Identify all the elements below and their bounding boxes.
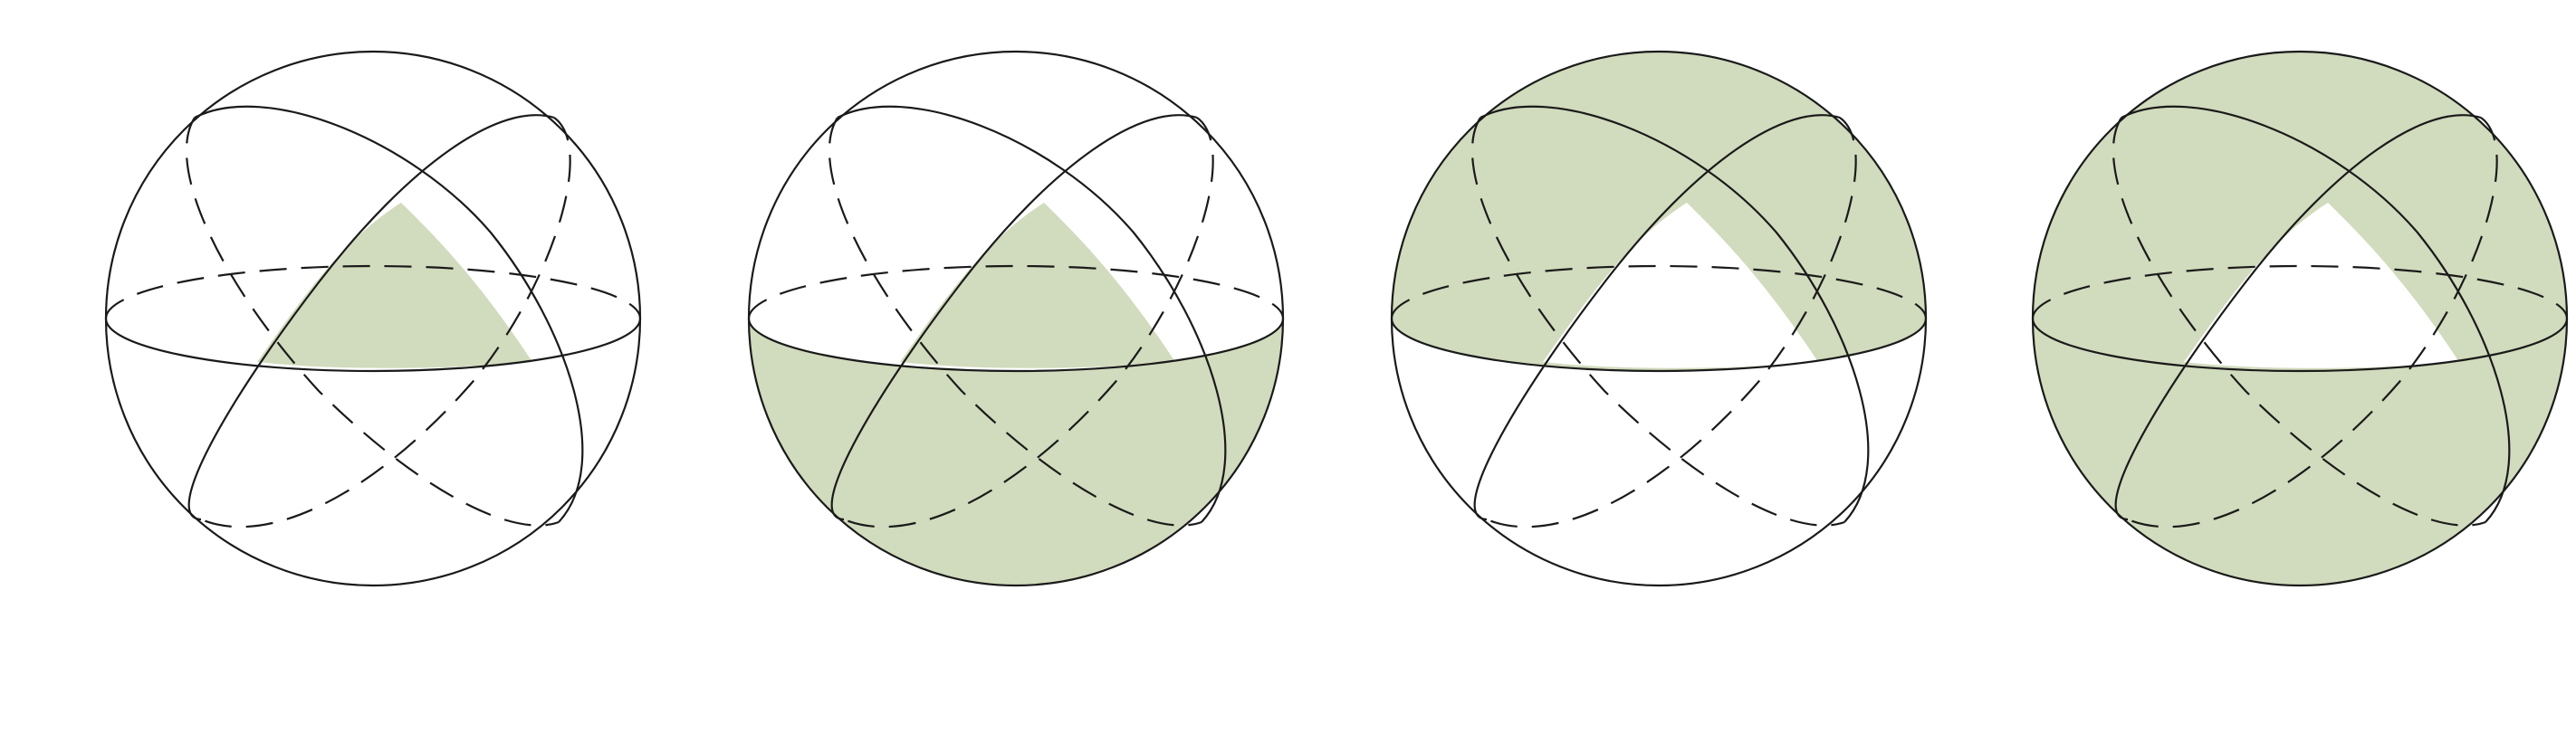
sphere-panel-4 (2031, 50, 2569, 587)
great-circle-b-back (1486, 117, 1857, 528)
sphere-lines (1390, 50, 1928, 587)
great-circle-b-front (830, 114, 1198, 521)
equator-back (2031, 264, 2569, 319)
equator-back (1390, 264, 1928, 319)
great-circle-a-back (2112, 117, 2486, 527)
sphere-panel-3 (1390, 50, 1928, 587)
great-circle-a-back (1470, 117, 1845, 527)
equator-front (104, 318, 642, 373)
sphere-lines (104, 50, 642, 587)
shaded-region (2033, 52, 2567, 585)
great-circle-a-front (2121, 105, 2511, 523)
great-circle-b-front (2114, 114, 2482, 521)
central-triangle-fill (900, 203, 1175, 368)
equator-front (1390, 318, 1928, 373)
great-circle-b-back (2127, 117, 2498, 528)
equator-front (747, 318, 1285, 373)
great-circle-a-back (185, 117, 560, 527)
sphere-panel-1 (104, 50, 642, 587)
sphere-panel-2 (747, 50, 1285, 587)
lower-hemisphere-fill (749, 319, 1283, 585)
sphere-minus-triangle-fill (2033, 52, 2567, 585)
great-circle-a-front (194, 105, 584, 523)
equator-back (104, 264, 642, 319)
sphere-lines (2031, 50, 2569, 587)
great-circle-b-back (843, 117, 1214, 528)
great-circle-a-front (1480, 105, 1870, 523)
shaded-region (749, 203, 1283, 585)
great-circle-a-front (837, 105, 1227, 523)
central-triangle-fill (257, 203, 532, 368)
equator-back (747, 264, 1285, 319)
upper-hemisphere-minus-triangle-fill (1392, 52, 1926, 371)
great-circle-b-front (1473, 114, 1841, 521)
shaded-region (1392, 52, 1926, 371)
great-circle-b-front (187, 114, 555, 521)
shaded-region (257, 203, 532, 368)
equator-front (2031, 318, 2569, 373)
sphere-lines (747, 50, 1285, 587)
great-circle-b-back (200, 117, 571, 528)
great-circle-a-back (828, 117, 1202, 527)
